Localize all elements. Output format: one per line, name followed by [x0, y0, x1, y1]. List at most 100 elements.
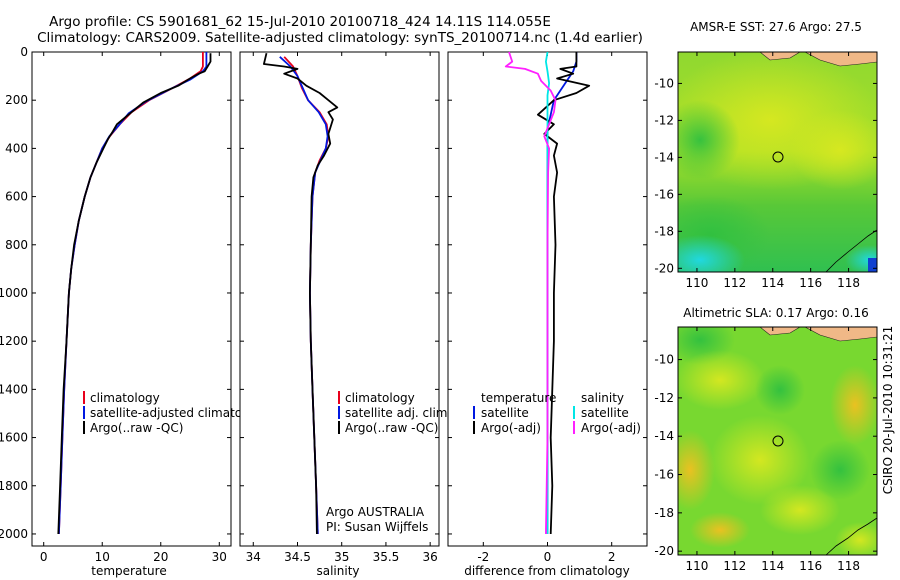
y-tick-label: 600 — [5, 190, 28, 204]
legend-temp-argo-label: Argo(-adj) — [481, 421, 541, 435]
salinity-panel: 34 34.5 35 35.5 36 salinity climatology sate… — [239, 51, 451, 578]
sla-map-y-ticks: -10 -12 -14 -16 -18 -20 — [654, 353, 877, 558]
legend-temp-title: temperature — [481, 391, 556, 405]
sst-coastline — [825, 229, 877, 272]
temperature-series — [57, 52, 212, 535]
map-x-tick-label: 110 — [685, 559, 708, 573]
argo-pi-note: PI: Susan Wijffels — [326, 520, 428, 534]
sst-map-panel: AMSR-E SST: 27.6 Argo: 27.5 -10 -12 -14 -16… — [654, 20, 878, 290]
series-sal-argo-adj — [504, 51, 557, 535]
sst-map-x-ticks: 110 112 114 116 118 — [685, 52, 860, 290]
sla-map-title: Altimetric SLA: 0.17 Argo: 0.16 — [683, 306, 868, 320]
salinity-xlabel: salinity — [316, 564, 359, 578]
salinity-legend: climatology satellite adj. clim. Argo(..… — [338, 391, 451, 435]
legend-argo-label: Argo(..raw -QC) — [90, 421, 183, 435]
map-x-tick-label: 114 — [761, 276, 784, 290]
series-argo-raw-qc — [262, 52, 339, 535]
legend-sal-title: salinity — [581, 391, 624, 405]
sst-map-frame — [677, 51, 878, 273]
map-x-tick-label: 112 — [723, 276, 746, 290]
legend-sal-argo-label: Argo(-adj) — [581, 421, 641, 435]
map-y-tick-label: -20 — [654, 261, 674, 275]
temperature-y-ticks: 0 200 400 600 800 1000 1200 1400 1600 1800 2000 — [0, 45, 231, 541]
sst-heatmap — [678, 52, 877, 272]
map-x-tick-label: 110 — [685, 276, 708, 290]
map-x-tick-label: 118 — [837, 276, 860, 290]
x-tick-label: 30 — [212, 550, 227, 564]
temperature-x-ticks: 0 10 20 30 — [40, 52, 227, 564]
difference-series — [504, 51, 591, 535]
map-x-tick-label: 118 — [837, 559, 860, 573]
temperature-axes — [31, 51, 232, 547]
y-tick-label: 1000 — [0, 286, 28, 300]
series-temp-argo-adj — [537, 52, 591, 535]
argo-program-note: Argo AUSTRALIA — [326, 505, 425, 519]
x-tick-label: 10 — [95, 550, 110, 564]
x-tick-label: 35 — [334, 550, 349, 564]
sla-land-top — [759, 327, 877, 342]
legend-sat-label: satellite-adjusted climatology — [90, 406, 268, 420]
difference-y-ticks — [448, 51, 647, 535]
temperature-legend: climatology satellite-adjusted climatolo… — [83, 391, 268, 435]
y-tick-label: 200 — [5, 93, 28, 107]
difference-xlabel: difference from climatology — [464, 564, 630, 578]
map-y-tick-label: -12 — [654, 113, 674, 127]
sst-argo-marker — [772, 151, 784, 163]
map-y-tick-label: -14 — [654, 150, 674, 164]
map-y-tick-label: -10 — [654, 76, 674, 90]
side-timestamp: CSIRO 20-Jul-2010 10:31:21 — [881, 326, 895, 494]
x-tick-label: 0 — [544, 550, 552, 564]
sla-argo-marker — [772, 435, 784, 447]
salinity-x-ticks: 34 34.5 35 35.5 36 — [246, 52, 438, 564]
sla-map-frame — [677, 326, 878, 556]
legend-clim-label: climatology — [345, 391, 415, 405]
x-tick-label: 0 — [40, 550, 48, 564]
x-tick-label: 36 — [423, 550, 438, 564]
y-tick-label: 400 — [5, 141, 28, 155]
map-y-tick-label: -10 — [654, 353, 674, 367]
sst-map-title: AMSR-E SST: 27.6 Argo: 27.5 — [690, 20, 862, 34]
salinity-series — [262, 52, 339, 535]
sla-map-panel: Altimetric SLA: 0.17 Argo: 0.16 -10-12-1… — [654, 306, 878, 573]
y-tick-label: 1400 — [0, 382, 28, 396]
figure-subtitle: Climatology: CARS2009. Satellite-adjuste… — [37, 30, 643, 46]
map-y-tick-label: -12 — [654, 391, 674, 405]
map-x-tick-label: 116 — [799, 276, 822, 290]
legend-clim-label: climatology — [90, 391, 160, 405]
legend-sat-label: satellite adj. clim. — [345, 406, 451, 420]
x-tick-label: 2 — [608, 550, 616, 564]
salinity-y-ticks — [240, 51, 439, 535]
map-y-tick-label: -16 — [654, 468, 674, 482]
x-tick-label: 34.5 — [284, 550, 311, 564]
map-y-tick-label: -14 — [654, 429, 674, 443]
series-argo-raw-qc — [57, 53, 212, 535]
y-tick-label: 1800 — [0, 479, 28, 493]
x-tick-label: 34 — [246, 550, 261, 564]
map-y-tick-label: -16 — [654, 187, 674, 201]
sla-map-x-ticks: 110 112 114 116 118 — [685, 327, 860, 573]
legend-sal-sat-label: satellite — [581, 406, 629, 420]
map-x-tick-label: 114 — [761, 559, 784, 573]
difference-panel: -2 0 2 difference from climatology tempera… — [447, 51, 648, 578]
x-tick-label: 20 — [153, 550, 168, 564]
salinity-axes — [239, 51, 440, 547]
legend-temp-sat-label: satellite — [481, 406, 529, 420]
map-x-tick-label: 112 — [723, 559, 746, 573]
difference-legend: temperature satellite Argo(-adj) salinit… — [473, 391, 641, 435]
y-tick-label: 0 — [20, 45, 28, 59]
sla-heatmap — [678, 327, 877, 555]
temperature-panel: 0 200 400 600 800 1000 1200 1400 1600 1800 2000 0 1… — [0, 45, 268, 578]
y-tick-label: 1600 — [0, 431, 28, 445]
y-tick-label: 1200 — [0, 334, 28, 348]
map-y-tick-label: -18 — [654, 506, 674, 520]
sst-map-y-ticks: -10 -12 -14 -16 -18 -20 — [654, 76, 877, 275]
sst-land-top — [759, 52, 877, 67]
y-tick-label: 2000 — [0, 527, 28, 541]
x-tick-label: 35.5 — [373, 550, 400, 564]
figure-title: Argo profile: CS 5901681_62 15-Jul-2010 … — [49, 14, 551, 30]
sla-coastline — [825, 517, 877, 555]
map-y-tick-label: -18 — [654, 224, 674, 238]
map-y-tick-label: -20 — [654, 544, 674, 558]
y-tick-label: 800 — [5, 238, 28, 252]
